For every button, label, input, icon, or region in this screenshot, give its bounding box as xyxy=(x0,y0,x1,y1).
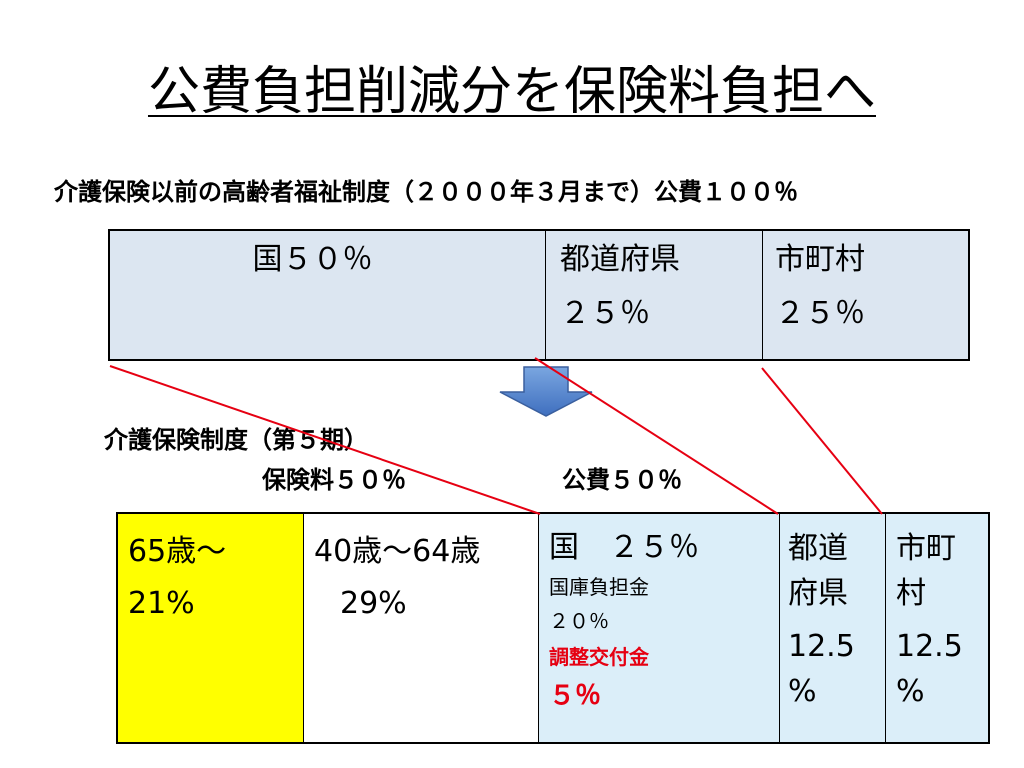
pref-line1: 都道 xyxy=(788,531,848,566)
top-city-pct: ２５％ xyxy=(775,296,865,331)
city-line1: 市町 xyxy=(896,531,956,566)
top-pref-name: 都道府県 xyxy=(560,242,680,277)
bottom-table: 65歳～ 21% 40歳～64歳 29% 国 ２５％ 国庫負担金 ２０％ 調整交… xyxy=(116,512,990,744)
insurance-label: 保険料５０％ xyxy=(262,466,406,494)
pref-line2: 府県 xyxy=(788,576,848,611)
connector-line-pref-right xyxy=(761,367,883,515)
kuni-sub2: ２０％ xyxy=(549,609,609,633)
top-cell-prefecture: 都道府県 ２５％ xyxy=(546,231,763,359)
top-table: 国５０％ 都道府県 ２５％ 市町村 ２５％ xyxy=(108,229,970,361)
cell-age65: 65歳～ 21% xyxy=(118,514,304,742)
down-arrow-icon xyxy=(499,366,593,417)
age65-name: 65歳～ xyxy=(128,534,227,569)
cell-age40: 40歳～64歳 29% xyxy=(304,514,539,742)
slide-title: 公費負担削減分を保険料負担へ xyxy=(147,62,876,122)
kuni-sub1: 国庫負担金 xyxy=(549,575,649,599)
kuni-adjustment: 調整交付金 xyxy=(549,645,649,669)
age40-pct: 29% xyxy=(340,586,407,621)
cell-prefecture: 都道 府県 12.5 % xyxy=(780,514,886,742)
top-city-name: 市町村 xyxy=(775,242,865,277)
public-label: 公費５０％ xyxy=(562,466,682,494)
pref-pct1: 12.5 xyxy=(788,629,855,664)
kuni-head: 国 ２５％ xyxy=(549,530,699,565)
city-line2: 村 xyxy=(896,576,926,611)
cell-kuni: 国 ２５％ 国庫負担金 ２０％ 調整交付金 ５％ xyxy=(539,514,780,742)
subtitle: 介護保険以前の高齢者福祉制度（２０００年３月まで）公費１００％ xyxy=(54,178,798,206)
city-pct1: 12.5 xyxy=(896,629,963,664)
system-label: 介護保険制度（第５期） xyxy=(104,426,368,454)
age40-name: 40歳～64歳 xyxy=(314,534,481,569)
city-pct2: % xyxy=(896,674,925,709)
pref-pct2: % xyxy=(788,674,817,709)
top-pref-pct: ２５％ xyxy=(560,296,650,331)
top-cell-municipality: 市町村 ２５％ xyxy=(763,231,968,359)
cell-municipality: 市町 村 12.5 % xyxy=(886,514,988,742)
kuni-adjustment-pct: ５％ xyxy=(549,681,602,711)
age65-pct: 21% xyxy=(128,586,195,621)
top-kuni-label: 国５０％ xyxy=(252,242,373,277)
top-cell-kuni: 国５０％ xyxy=(110,231,546,359)
